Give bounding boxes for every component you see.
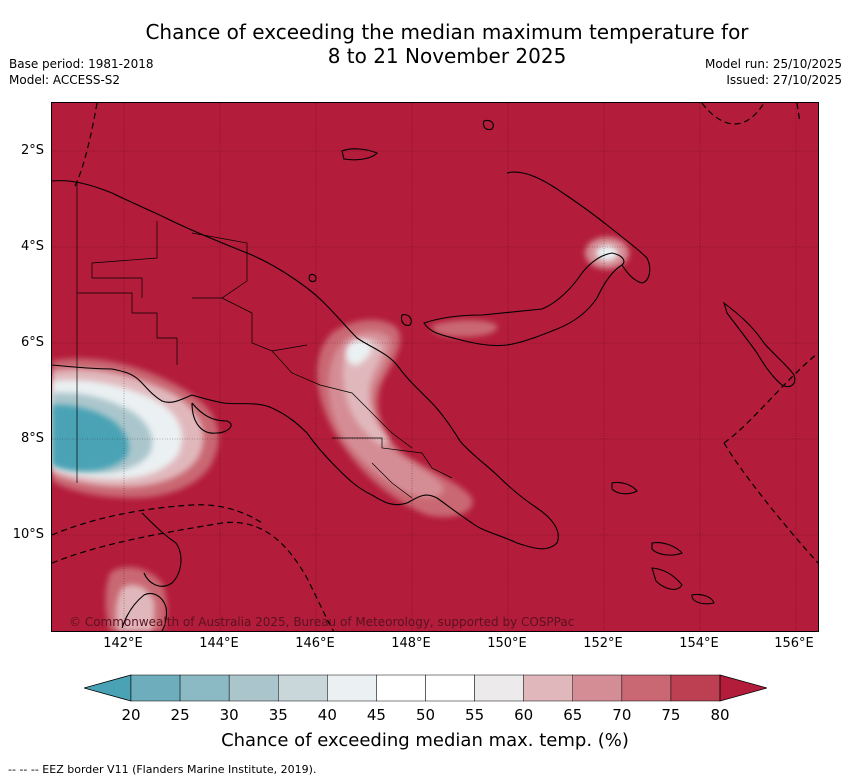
lon-tick-label: 156°E (774, 636, 814, 651)
map-background (52, 103, 818, 631)
colorbar-cell (179, 674, 230, 702)
colorbar-cell (130, 674, 181, 702)
lat-tick-label: 6°S (20, 335, 44, 350)
meta-left: Base period: 1981-2018 Model: ACCESS-S2 (9, 56, 154, 88)
colorbar-tick-label: 60 (514, 706, 534, 724)
colorbar-cell (228, 674, 279, 702)
colorbar-arrow-low (84, 674, 132, 702)
lat-tick-label: 4°S (20, 239, 44, 254)
lon-tick-label: 152°E (583, 636, 623, 651)
colorbar-cell (523, 674, 573, 702)
colorbar-arrow-high (719, 674, 767, 702)
colorbar-cell (425, 674, 475, 702)
colorbar-tick-label: 25 (170, 706, 190, 724)
colorbar-cell (621, 674, 672, 702)
lon-tick-label: 144°E (199, 636, 239, 651)
coastlines (52, 119, 796, 631)
colorbar-tick-label: 65 (563, 706, 583, 724)
lon-tick-label: 142°E (103, 636, 143, 651)
colorbar-tick-label: 55 (465, 706, 485, 724)
colorbar (84, 674, 767, 702)
province-borders (76, 183, 453, 499)
colorbar-tick-label: 70 (612, 706, 632, 724)
map-title: Chance of exceeding the median maximum t… (0, 20, 850, 68)
title-line-2: 8 to 21 November 2025 (327, 44, 567, 68)
colorbar-cell (278, 674, 328, 702)
map-canvas: © Commonwealth of Australia 2025, Bureau… (52, 103, 818, 631)
colorbar-tick-label: 20 (121, 706, 141, 724)
lon-tick-label: 146°E (295, 636, 335, 651)
colorbar-cell (474, 674, 524, 702)
colorbar-tick-label: 35 (268, 706, 288, 724)
colorbar-tick-label: 50 (415, 706, 436, 724)
eez-borders (52, 103, 818, 631)
title-line-1: Chance of exceeding the median maximum t… (145, 20, 749, 44)
issued-date: Issued: 27/10/2025 (726, 73, 842, 87)
base-period: Base period: 1981-2018 (9, 57, 154, 71)
map-copyright: © Commonwealth of Australia 2025, Bureau… (69, 615, 574, 629)
map-panel: © Commonwealth of Australia 2025, Bureau… (51, 102, 819, 632)
colorbar-tick-label: 75 (661, 706, 681, 724)
lat-tick-label: 2°S (20, 143, 44, 158)
colorbar-cell (670, 674, 721, 702)
graticule (52, 103, 818, 631)
colorbar-tick-label: 40 (317, 706, 337, 724)
central-anomaly-band (317, 319, 473, 518)
model-name: Model: ACCESS-S2 (9, 73, 121, 87)
colorbar-cell (327, 674, 377, 702)
colorbar-title: Chance of exceeding median max. temp. (%… (221, 730, 629, 751)
lon-tick-label: 148°E (391, 636, 431, 651)
colorbar-tick-label: 30 (219, 706, 239, 724)
cool-anomaly-region (52, 358, 219, 498)
colorbar-tick-label: 80 (710, 706, 730, 724)
new-britain-spot (431, 319, 498, 337)
colorbar-cell (376, 674, 426, 702)
colorbar-tick-label: 45 (366, 706, 386, 724)
colorbar-cell (572, 674, 623, 702)
lon-tick-label: 154°E (679, 636, 719, 651)
eez-legend-note: -- -- -- EEZ border V11 (Flanders Marine… (8, 763, 317, 776)
lat-tick-label: 8°S (20, 431, 44, 446)
meta-right: Model run: 25/10/2025 Issued: 27/10/2025 (705, 56, 842, 88)
lon-tick-label: 150°E (487, 636, 527, 651)
lat-tick-label: 10°S (12, 527, 44, 542)
model-run: Model run: 25/10/2025 (704, 57, 842, 71)
